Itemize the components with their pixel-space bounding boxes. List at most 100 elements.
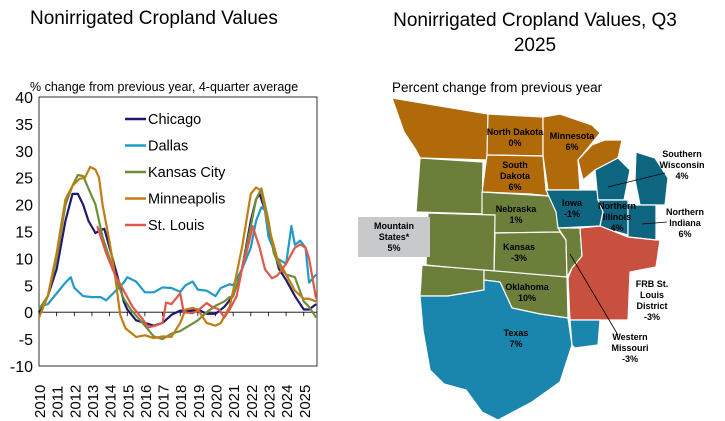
legend-label: Dallas bbox=[148, 139, 188, 155]
region-wyoming bbox=[415, 157, 484, 215]
map-label-north-dakota: North Dakota 0% bbox=[487, 127, 544, 148]
map-label-mountain-states-: Mountain States* 5% bbox=[374, 221, 414, 253]
map-title: Nonirrigated Cropland Values, Q3 2025 bbox=[393, 10, 677, 56]
x-tick-label: 2021 bbox=[226, 385, 243, 418]
map-label-line: FRB St. bbox=[636, 279, 669, 289]
map-label-line: Wisconsin bbox=[660, 160, 705, 170]
map-label-value: -1% bbox=[564, 209, 580, 219]
x-tick-label: 2011 bbox=[50, 386, 67, 418]
leader-line-western-missouri bbox=[569, 253, 619, 336]
map-label-line: Mountain bbox=[374, 221, 414, 231]
map-label-frb-st-louis-district: FRB St. Louis District -3% bbox=[636, 279, 669, 322]
region-st-louis-district bbox=[567, 225, 661, 321]
map-label-value: 4% bbox=[675, 171, 688, 181]
map-label-line: Western bbox=[612, 332, 647, 342]
x-tick-label: 2012 bbox=[67, 385, 84, 418]
map-label-oklahoma: Oklahoma 10% bbox=[505, 282, 550, 303]
region-kansas bbox=[493, 231, 568, 278]
y-tick-label: -10 bbox=[10, 359, 33, 376]
map-label-value: -3% bbox=[644, 312, 660, 322]
map-label-line: Kansas bbox=[503, 242, 535, 252]
series-line-minneapolis bbox=[37, 165, 317, 340]
map-label-northern-indiana: Northern Indiana 6% bbox=[666, 207, 704, 239]
legend-label: St. Louis bbox=[148, 218, 204, 234]
map-label-value: 1% bbox=[509, 215, 522, 225]
x-tick-label: 2014 bbox=[103, 385, 120, 418]
y-tick-label: 10 bbox=[15, 251, 33, 268]
map-label-value: 6% bbox=[678, 229, 691, 239]
map-subtitle: Percent change from previous year bbox=[392, 80, 603, 95]
x-tick-label: 2022 bbox=[244, 385, 261, 418]
map-label-western-missouri: Western Missouri -3% bbox=[611, 332, 648, 364]
map-label-line: Nebraska bbox=[496, 204, 538, 214]
region-louisiana bbox=[569, 319, 601, 349]
map-label-minnesota: Minnesota 6% bbox=[550, 131, 595, 152]
x-tick-label: 2013 bbox=[85, 385, 102, 418]
map-label-nebraska: Nebraska 1% bbox=[496, 204, 538, 225]
y-tick-label: 20 bbox=[15, 198, 33, 215]
region-northern-wisconsin bbox=[577, 139, 623, 182]
map-label-south-dakota: South Dakota 6% bbox=[500, 160, 531, 192]
map-label-northern-illinois: Northern Illinois 4% bbox=[598, 201, 636, 233]
series-line-st-louis bbox=[96, 225, 318, 329]
map-label-line: Indiana bbox=[669, 218, 701, 228]
x-tick-label: 2019 bbox=[191, 385, 208, 418]
map-label-line: Iowa bbox=[562, 198, 583, 208]
leader-line-northern-indiana bbox=[641, 221, 668, 225]
plot-frame bbox=[38, 96, 318, 367]
y-tick-label: 40 bbox=[15, 90, 33, 107]
x-tick-label: 2024 bbox=[279, 385, 296, 418]
map-label-value: 5% bbox=[387, 243, 400, 253]
map-label-line: North Dakota bbox=[487, 127, 544, 137]
x-tick-label: 2017 bbox=[156, 385, 173, 418]
leader-line-southern-wisconsin bbox=[607, 172, 666, 188]
map-label-southern-wisconsin: Southern Wisconsin 4% bbox=[660, 149, 705, 181]
chart-title: Nonirrigated Cropland Values bbox=[30, 8, 278, 29]
map-label-line: District bbox=[636, 301, 667, 311]
region-texas bbox=[419, 279, 573, 421]
map-label-line: Oklahoma bbox=[505, 282, 550, 292]
map-label-value: -3% bbox=[622, 354, 638, 364]
y-tick-label: 0 bbox=[24, 305, 33, 322]
map-label-value: 7% bbox=[509, 339, 522, 349]
map-label-value: 4% bbox=[610, 223, 623, 233]
map-label-line: South bbox=[502, 160, 528, 170]
x-tick-label: 2018 bbox=[173, 385, 190, 418]
region-colorado bbox=[425, 212, 496, 273]
map-label-line: Northern bbox=[598, 201, 636, 211]
map-label-line: Louis bbox=[640, 290, 664, 300]
series-line-dallas bbox=[38, 206, 317, 308]
legend-label: Kansas City bbox=[148, 165, 226, 181]
y-tick-label: 15 bbox=[15, 225, 33, 242]
legend-label: Minneapolis bbox=[148, 192, 225, 208]
x-tick-label: 2023 bbox=[261, 385, 278, 418]
legend-label: Chicago bbox=[148, 112, 201, 128]
map-label-line: Illinois bbox=[603, 212, 632, 222]
x-tick-label: 2020 bbox=[209, 385, 226, 418]
map-label-value: 10% bbox=[518, 293, 536, 303]
y-tick-label: 25 bbox=[15, 171, 33, 188]
map-label-line: States* bbox=[379, 232, 410, 242]
map-label-value: 6% bbox=[508, 182, 521, 192]
map-label-kansas: Kansas -3% bbox=[503, 242, 535, 263]
y-tick-label: 35 bbox=[15, 117, 33, 134]
map-label-line: Dakota bbox=[500, 171, 531, 181]
y-axis-label: % change from previous year, 4-quarter a… bbox=[30, 80, 299, 94]
map-label-value: 0% bbox=[508, 138, 521, 148]
map-label-line: Minnesota bbox=[550, 131, 595, 141]
map-label-iowa: Iowa -1% bbox=[562, 198, 583, 219]
region-montana bbox=[391, 97, 489, 161]
map-label-line: Northern bbox=[666, 207, 704, 217]
map-label-texas: Texas 7% bbox=[504, 328, 529, 349]
y-tick-label: 5 bbox=[24, 278, 33, 295]
map-label-line: Southern bbox=[662, 149, 702, 159]
x-tick-label: 2010 bbox=[32, 385, 49, 418]
mountain-states-box bbox=[358, 217, 430, 257]
map-label-line: Texas bbox=[504, 328, 529, 338]
x-tick-label: 2025 bbox=[297, 385, 314, 418]
x-tick-label: 2015 bbox=[120, 385, 137, 418]
map-label-line: Missouri bbox=[611, 343, 648, 353]
